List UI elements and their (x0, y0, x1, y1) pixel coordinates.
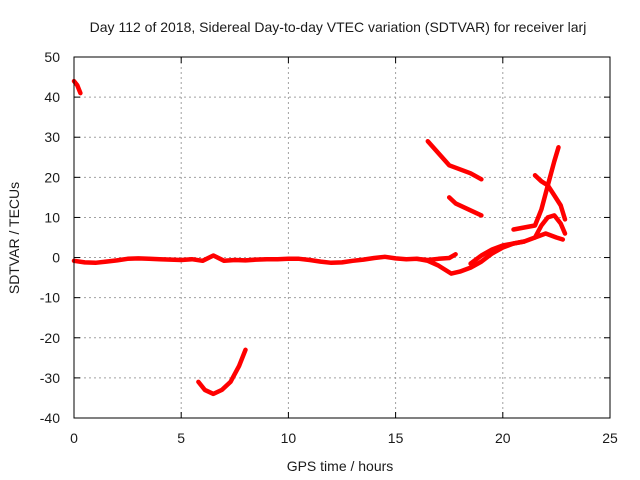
y-tick-label: 50 (44, 49, 60, 65)
y-tick-label: 10 (44, 209, 60, 225)
x-tick-label: 25 (602, 430, 618, 446)
y-tick-label: -20 (40, 330, 60, 346)
series-trace-6 (425, 138, 484, 182)
y-tick-label: 40 (44, 89, 60, 105)
chart-title: Day 112 of 2018, Sidereal Day-to-day VTE… (90, 19, 587, 35)
plot-frame (73, 56, 611, 419)
y-tick-label: 30 (44, 129, 60, 145)
y-tick-label: 0 (52, 250, 60, 266)
series-trace-7 (446, 195, 484, 218)
x-tick-label: 10 (281, 430, 297, 446)
series-trace-2 (71, 252, 458, 266)
x-axis-label: GPS time / hours (287, 458, 394, 474)
series-trace-1 (71, 78, 83, 96)
y-tick-label: -40 (40, 410, 60, 426)
axes: 0 5 10 15 20 25 -40 -30 -20 -10 0 10 20 30 40 50 (40, 49, 618, 446)
y-tick-label: -30 (40, 370, 60, 386)
series-trace-5 (196, 347, 248, 397)
x-tick-label: 15 (388, 430, 404, 446)
y-tick-label: 20 (44, 169, 60, 185)
x-tick-label: 0 (70, 430, 78, 446)
series-trace-9 (532, 173, 568, 222)
y-axis-label: SDTVAR / TECUs (6, 182, 22, 294)
series-trace-4 (468, 231, 566, 266)
x-tick-label: 5 (177, 430, 185, 446)
x-tick-label: 20 (495, 430, 511, 446)
y-tick-label: -10 (40, 290, 60, 306)
grid (74, 57, 610, 418)
plot-area (71, 78, 568, 397)
series-trace-10 (532, 213, 568, 240)
series-trace-8 (511, 145, 561, 232)
